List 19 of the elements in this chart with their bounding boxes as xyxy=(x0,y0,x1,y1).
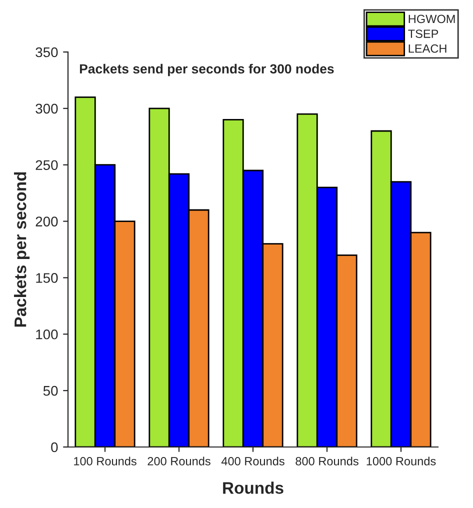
legend-label: TSEP xyxy=(408,30,438,38)
y-tick-label: 350 xyxy=(36,47,58,58)
y-tick-label: 250 xyxy=(36,160,58,170)
x-tick-label: 200 Rounds xyxy=(148,456,210,466)
y-tick-label: 0 xyxy=(51,442,58,452)
y-tick-label: 100 xyxy=(36,329,58,340)
x-tick-label: 1000 Rounds xyxy=(366,456,436,466)
legend-label: LEACH xyxy=(408,44,446,53)
legend-label: HGWOM xyxy=(408,14,455,24)
text: Packets send per seconds for 300 nodes xyxy=(80,64,334,76)
y-tick-label: 50 xyxy=(43,386,58,396)
y-axis-title: Packets per second xyxy=(14,172,30,327)
x-tick-label: 800 Rounds xyxy=(296,456,358,466)
x-axis-title: Rounds xyxy=(223,482,284,494)
x-tick-label: 400 Rounds xyxy=(221,456,284,466)
y-tick-label: 200 xyxy=(36,216,58,226)
x-tick-label: 100 Rounds xyxy=(74,456,136,466)
y-tick-label: 300 xyxy=(36,104,58,114)
y-tick-label: 150 xyxy=(36,273,58,283)
